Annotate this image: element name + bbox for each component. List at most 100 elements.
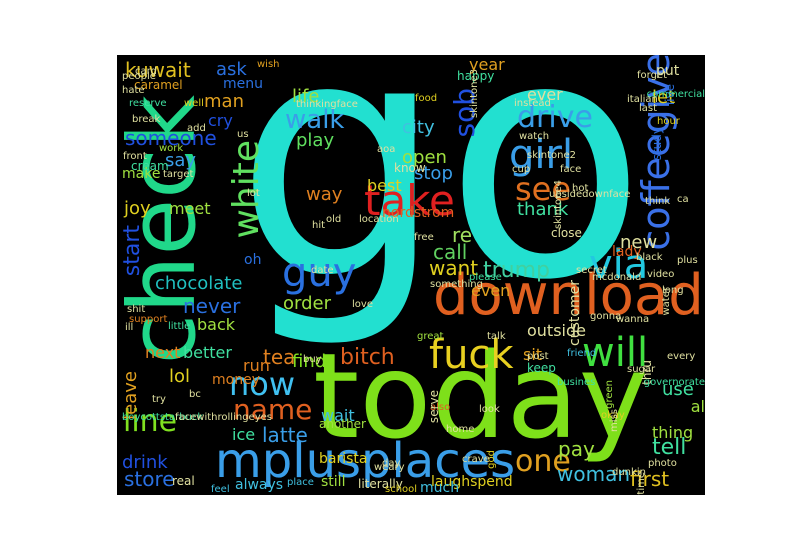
- word-hit: hit: [312, 220, 326, 231]
- word-last: last: [639, 103, 658, 114]
- word-even: even: [471, 281, 511, 300]
- word-hate: hate: [122, 85, 145, 96]
- word-city: city: [402, 117, 435, 138]
- word-thank: thank: [517, 199, 569, 220]
- word-always: always: [235, 477, 284, 493]
- word-year: year: [469, 55, 505, 74]
- word-start: start: [120, 225, 145, 277]
- word-hot: hot: [572, 183, 589, 194]
- word-cry: cry: [208, 111, 233, 130]
- word-well: well: [184, 98, 204, 109]
- word-today: today: [313, 327, 649, 465]
- word-man: man: [204, 91, 244, 112]
- word-run: run: [243, 356, 270, 375]
- word-video: video: [647, 269, 675, 280]
- word-buy: buy: [303, 354, 322, 365]
- word-cream: cream: [131, 159, 169, 173]
- word-little: little: [168, 321, 191, 332]
- word-ca: ca: [677, 194, 689, 205]
- word-place: place: [287, 477, 314, 488]
- word-oh: oh: [244, 252, 262, 268]
- word-keep: keep: [527, 361, 556, 375]
- word-wait: wait: [321, 406, 355, 425]
- word-ill: ill: [125, 322, 134, 333]
- word-customer: customer: [567, 280, 583, 346]
- word-put: put: [656, 63, 680, 79]
- word-thing: thing: [652, 423, 694, 442]
- word-download: download: [433, 263, 704, 328]
- word-ask: ask: [216, 59, 247, 80]
- word-lot: lot: [247, 188, 260, 199]
- word-woman: woman: [557, 462, 631, 486]
- word-friend: friend: [567, 348, 597, 359]
- word-chocolate: chocolate: [155, 273, 243, 294]
- word-green: green: [604, 380, 615, 409]
- word-thinkingface: thinkingface: [296, 99, 358, 110]
- word-way: way: [306, 184, 343, 205]
- word-dunkin: dunkin: [612, 467, 646, 478]
- word-support: support: [129, 314, 168, 325]
- word-happy: happy: [457, 69, 495, 83]
- word-order: order: [283, 293, 331, 314]
- word-governorate: governorate: [643, 377, 705, 388]
- word-laughspend: laughspend: [431, 474, 513, 490]
- word-call: call: [433, 240, 468, 264]
- word-stop: stop: [414, 163, 453, 184]
- word-play: play: [296, 130, 335, 151]
- word-black: black: [636, 252, 663, 263]
- word-now: now: [229, 365, 296, 403]
- word-re: re: [452, 223, 473, 247]
- word-see: see: [515, 170, 572, 208]
- word-reserve: reserve: [129, 98, 167, 109]
- word-target: target: [163, 169, 194, 180]
- word-literally: literally: [358, 477, 403, 491]
- word-crave: crave: [462, 454, 490, 465]
- word-water: water: [661, 287, 672, 316]
- word-post: post: [527, 351, 549, 362]
- word-best: best: [367, 176, 402, 195]
- word-study: study: [650, 127, 664, 161]
- word-think: think: [645, 196, 671, 207]
- word-school: school: [385, 484, 418, 495]
- word-day: day: [382, 458, 401, 469]
- word-never: never: [183, 294, 241, 318]
- word-skintone3: skintone3: [469, 69, 480, 119]
- word-next: next: [145, 343, 181, 362]
- word-photo: photo: [648, 458, 677, 469]
- word-please: please: [469, 272, 502, 283]
- word-commercial: commercial: [646, 89, 705, 100]
- word-caramel: caramel: [134, 78, 183, 92]
- word-tell: tell: [652, 435, 687, 460]
- word-tea: tea: [263, 345, 296, 369]
- word-open: open: [402, 147, 447, 168]
- word-also: also: [430, 402, 451, 413]
- word-weary: weary: [374, 462, 405, 473]
- word-take: take: [364, 176, 455, 225]
- word-via: via: [589, 242, 649, 288]
- word-feel: feel: [211, 484, 230, 495]
- word-meet: meet: [169, 199, 211, 218]
- word-bitch: bitch: [340, 345, 395, 370]
- word-lady: lady: [612, 244, 642, 260]
- word-use: use: [662, 379, 694, 400]
- word-one: one: [515, 444, 571, 479]
- word-hour: hour: [657, 116, 680, 127]
- word-every: every: [667, 351, 696, 362]
- word-find: find: [292, 351, 327, 372]
- word-wanna: wanna: [616, 314, 650, 325]
- word-miss: miss: [609, 409, 620, 432]
- word-lol: lol: [169, 366, 191, 387]
- word-ever: ever: [527, 85, 563, 104]
- word-time: time: [636, 472, 647, 495]
- word-bc: bc: [189, 389, 201, 400]
- word-watch: watch: [519, 131, 550, 142]
- word-life: life: [292, 86, 320, 107]
- word-another: another: [319, 417, 366, 431]
- word-gonna: gonna: [590, 311, 622, 322]
- word-first: first: [630, 467, 670, 491]
- word-menu: menu: [223, 76, 263, 92]
- word-outside: outside: [527, 321, 586, 340]
- word-line: line: [123, 404, 178, 439]
- word-new: new: [620, 232, 658, 253]
- word-sugar: sugar: [627, 364, 656, 375]
